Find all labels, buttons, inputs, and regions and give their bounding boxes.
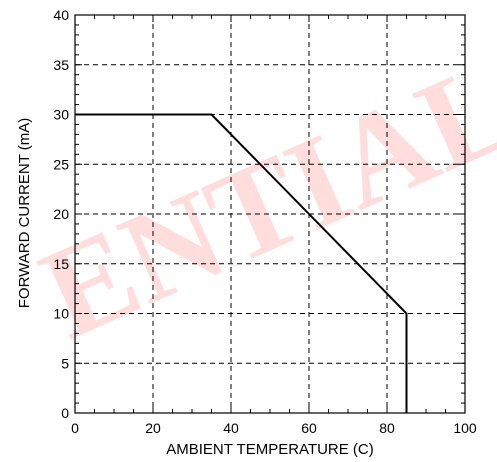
- y-tick-labels: 0 5 10 15 20 25 30 35 40: [53, 7, 69, 421]
- x-tick-label: 60: [301, 420, 317, 436]
- y-tick-label: 15: [53, 256, 69, 272]
- y-tick-label: 0: [61, 405, 69, 421]
- x-tick-label: 100: [453, 420, 477, 436]
- y-tick-label: 25: [53, 156, 69, 172]
- y-tick-label: 5: [61, 355, 69, 371]
- y-tick-label: 10: [53, 306, 69, 322]
- x-tick-labels: 0 20 40 60 80 100: [71, 420, 477, 436]
- y-tick-label: 30: [53, 107, 69, 123]
- y-tick-label: 35: [53, 57, 69, 73]
- plot-frame: [74, 14, 466, 414]
- y-tick-label: 20: [53, 206, 69, 222]
- y-axis-label: FORWARD CURRENT (mA): [16, 118, 33, 309]
- x-tick-label: 80: [379, 420, 395, 436]
- x-axis-label: AMBIENT TEMPERATURE (C): [166, 441, 374, 458]
- confidential-watermark: ENTIAL: [22, 33, 497, 367]
- x-tick-label: 40: [223, 420, 239, 436]
- x-tick-label: 20: [145, 420, 161, 436]
- y-tick-label: 40: [53, 7, 69, 23]
- x-tick-label: 0: [71, 420, 79, 436]
- series-line: [75, 113, 408, 413]
- series-layer: [75, 113, 408, 413]
